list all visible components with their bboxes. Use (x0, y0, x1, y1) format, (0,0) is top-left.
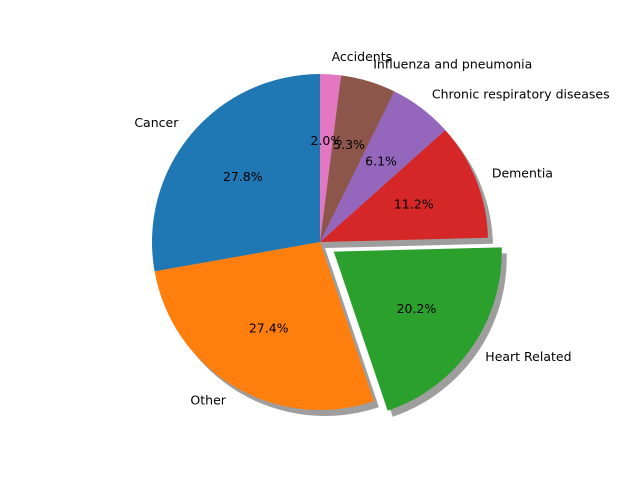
percent-labels: 27.8% 27.4% 20.2% 11.2% 6.1%5.3%2.0% (223, 133, 437, 335)
slice-label-influenza-and-pneumonia: Influenza and pneumonia (373, 57, 532, 72)
slice-accidents (320, 73, 342, 242)
slice-dementia (320, 130, 488, 242)
percent-label-influenza-and-pneumonia: 5.3% (333, 137, 365, 152)
slice-label-other: Other (190, 393, 226, 408)
slice-label-chronic-respiratory-diseases: Chronic respiratory diseases (432, 86, 610, 101)
slice-cancer (151, 74, 320, 272)
percent-label-chronic-respiratory-diseases: 6.1% (365, 153, 397, 168)
percent-label-cancer: 27.8% (223, 169, 263, 184)
slice-chronic-respiratory-diseases (320, 91, 446, 242)
slice-label-cancer: Cancer (134, 115, 179, 130)
slice-label-dementia: Dementia (492, 165, 553, 180)
slice-other (154, 242, 374, 410)
slice-label-accidents: Accidents (332, 49, 393, 64)
slice-label-heart-related: Heart Related (485, 349, 571, 364)
slice-influenza-and-pneumonia (320, 75, 395, 242)
percent-label-heart-related: 20.2% (397, 301, 437, 316)
percent-label-accidents: 2.0% (310, 133, 342, 148)
percent-label-other: 27.4% (249, 320, 289, 335)
pie-slices (151, 73, 502, 411)
percent-label-dementia: 11.2% (394, 196, 434, 211)
slice-heart-related (333, 247, 502, 411)
slice-labels: Cancer Other Heart Related Dementia Chronic … (134, 49, 609, 408)
